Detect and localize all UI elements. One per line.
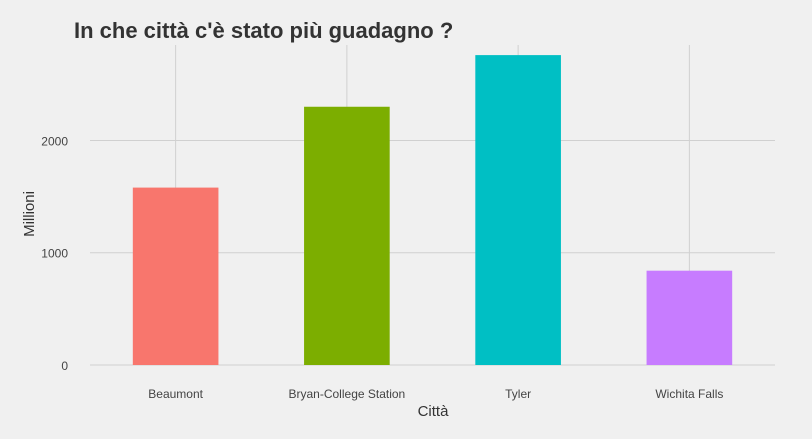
chart-title: In che città c'è stato più guadagno ? <box>74 18 453 43</box>
bars <box>132 55 733 366</box>
x-tick-label: Tyler <box>505 387 531 401</box>
x-axis-ticks: Beaumont Bryan-College Station Tyler Wichit… <box>148 387 723 401</box>
y-axis-ticks: 0 1000 2000 <box>41 134 68 373</box>
x-axis-title: Città <box>418 403 450 420</box>
y-axis-title: Millioni <box>21 191 38 237</box>
bar-bryan-college-station <box>304 106 390 365</box>
bar-beaumont <box>132 187 219 365</box>
y-tick-label: 2000 <box>41 134 68 148</box>
x-tick-label: Beaumont <box>148 387 203 401</box>
x-tick-label: Bryan-College Station <box>289 387 406 401</box>
bar-wichita-falls <box>646 270 733 365</box>
x-tick-label: Wichita Falls <box>655 387 723 401</box>
y-tick-label: 0 <box>61 359 68 373</box>
y-tick-label: 1000 <box>41 247 68 261</box>
bar-tyler <box>475 55 561 366</box>
